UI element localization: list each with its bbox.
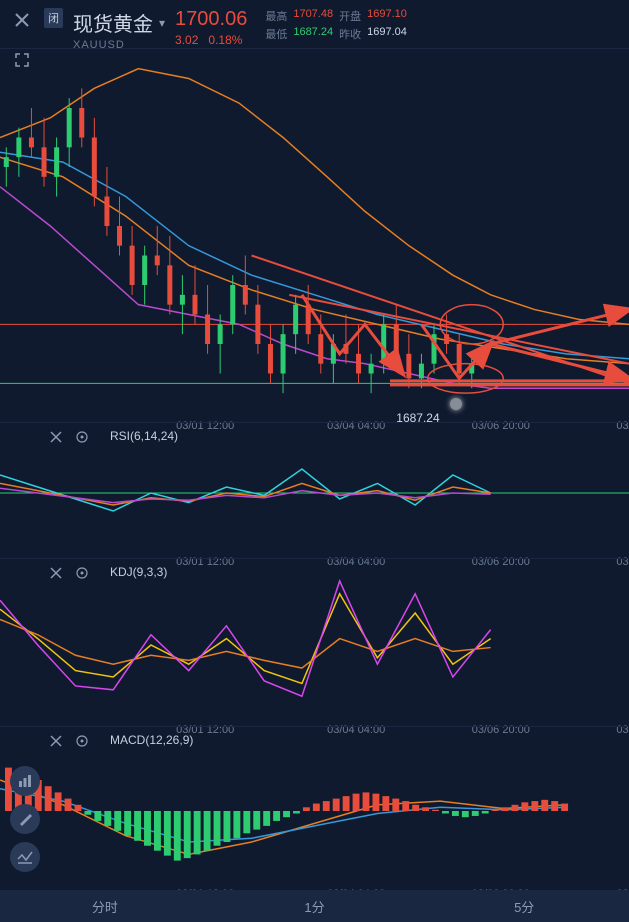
chevron-down-icon: ▾	[159, 16, 165, 30]
header-bar: 闭 现货黄金 ▾ XAUUSD 1700.06 3.02 0.18% 最高 17…	[0, 0, 629, 48]
rsi-label: RSI(6,14,24)	[110, 429, 178, 443]
prev-close-value: 1697.04	[367, 26, 407, 42]
tab-1min[interactable]: 1分	[210, 890, 420, 922]
high-label: 最高	[265, 8, 287, 24]
kdj-panel[interactable]: KDJ(9,3,3) 03/01 12:0003/04 04:0003/06 2…	[0, 558, 629, 726]
macd-label: MACD(12,26,9)	[110, 733, 193, 747]
timeframe-tabs: 分时 1分 5分	[0, 890, 629, 922]
macd-panel[interactable]: MACD(12,26,9) 03/01 12:0003/04 04:0003/0…	[0, 726, 629, 890]
symbol-name: 现货黄金	[73, 8, 153, 37]
kdj-label: KDJ(9,3,3)	[110, 565, 167, 579]
open-label: 开盘	[339, 8, 361, 24]
candlestick-chart	[0, 49, 629, 423]
indicator-add-icon[interactable]	[10, 842, 40, 872]
market-status-badge: 闭	[44, 8, 63, 28]
symbol-title-block[interactable]: 现货黄金 ▾ XAUUSD	[73, 8, 165, 51]
indicator-settings-icon[interactable]	[74, 733, 90, 749]
remove-indicator-icon[interactable]	[48, 429, 64, 445]
indicator-settings-icon[interactable]	[74, 429, 90, 445]
price-change-abs: 3.02	[175, 33, 198, 47]
ohlc-block: 最高 1707.48 开盘 1697.10 最低 1687.24 昨收 1697…	[265, 8, 407, 42]
price-block: 1700.06 3.02 0.18%	[175, 8, 247, 47]
kdj-chart	[0, 559, 629, 727]
last-price: 1700.06	[175, 8, 247, 31]
prev-close-label: 昨收	[339, 26, 361, 42]
volume-toggle-icon[interactable]	[10, 766, 40, 796]
high-value: 1707.48	[293, 8, 333, 24]
floating-toolbar	[10, 766, 40, 872]
open-value: 1697.10	[367, 8, 407, 24]
remove-indicator-icon[interactable]	[48, 733, 64, 749]
tab-timeshare[interactable]: 分时	[0, 890, 210, 922]
macd-chart	[0, 727, 629, 891]
highlight-dot	[450, 398, 462, 410]
low-label: 最低	[265, 26, 287, 42]
remove-indicator-icon[interactable]	[48, 565, 64, 581]
tab-5min[interactable]: 5分	[419, 890, 629, 922]
close-icon[interactable]	[10, 8, 34, 32]
rsi-panel[interactable]: RSI(6,14,24) 03/01 12:0003/04 04:0003/06…	[0, 422, 629, 558]
main-chart-panel[interactable]: 1687.24 03/01 12:0003/04 04:0003/06 20:0…	[0, 48, 629, 422]
indicator-settings-icon[interactable]	[74, 565, 90, 581]
rsi-chart	[0, 423, 629, 559]
draw-tool-icon[interactable]	[10, 804, 40, 834]
low-value: 1687.24	[293, 26, 333, 42]
price-change-pct: 0.18%	[208, 33, 242, 47]
